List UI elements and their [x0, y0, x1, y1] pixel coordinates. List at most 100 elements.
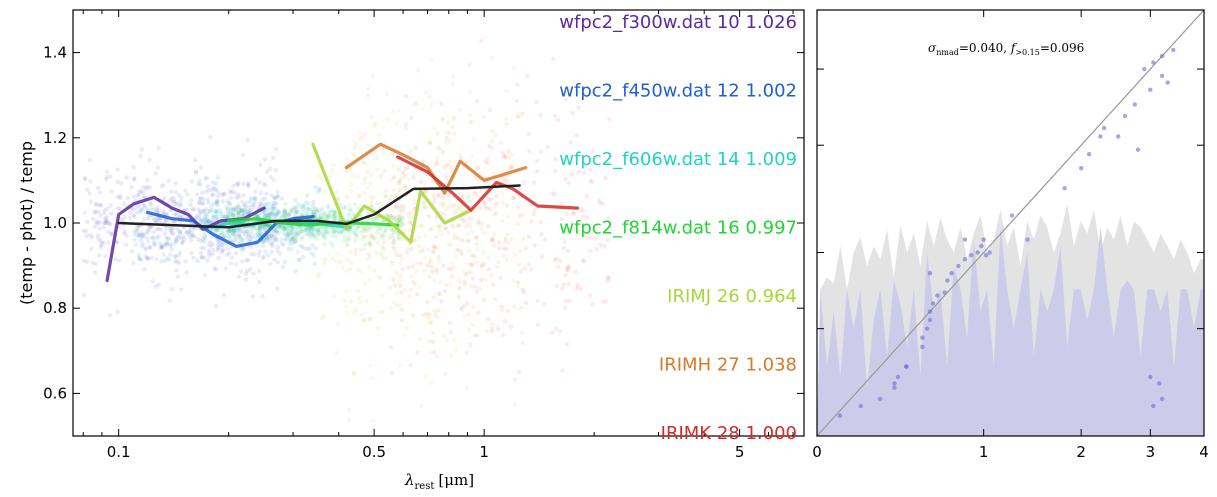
- scatter-dot: [380, 309, 385, 314]
- scatter-dot: [597, 198, 602, 203]
- scatter-dot: [268, 261, 273, 267]
- legend-entry-2: wfpc2_f606w.dat 14 1.009: [559, 149, 797, 170]
- scatter-dot: [221, 213, 226, 218]
- scatter-dot: [457, 295, 462, 301]
- scatter-dot: [453, 347, 458, 353]
- scatter-dot: [360, 236, 366, 242]
- scatter-dot: [486, 156, 491, 161]
- scatter-dot: [520, 330, 525, 335]
- scatter-dot: [264, 224, 270, 229]
- scatter-dot: [220, 247, 226, 252]
- scatter-dot: [183, 230, 189, 235]
- scatter-dot: [402, 185, 408, 190]
- scatter-dot: [408, 363, 413, 368]
- scatter-dot: [397, 180, 402, 185]
- scatter-dot: [229, 255, 234, 260]
- scatter-dot: [416, 286, 421, 291]
- scatter-dot: [587, 235, 593, 240]
- scatter-dot: [145, 256, 150, 261]
- scatter-dot: [532, 243, 537, 248]
- scatter-dot: [153, 219, 158, 225]
- scatter-dot: [201, 207, 206, 212]
- scatter-dot: [225, 230, 230, 235]
- scatter-dot: [308, 232, 313, 237]
- scatter-dot: [381, 219, 386, 224]
- scatter-dot: [380, 235, 385, 240]
- scatter-dot: [327, 251, 332, 257]
- scatter-dot: [365, 185, 370, 191]
- scatter-dot: [131, 207, 136, 212]
- right-point: [892, 381, 897, 386]
- scatter-dot: [220, 248, 225, 253]
- scatter-dot: [256, 252, 261, 258]
- scatter-dot: [230, 206, 236, 211]
- scatter-dot: [149, 235, 155, 241]
- scatter-dot: [265, 238, 271, 244]
- right-point: [895, 374, 901, 380]
- scatter-dot: [429, 264, 434, 269]
- scatter-dot: [325, 205, 330, 210]
- scatter-dot: [470, 276, 476, 281]
- scatter-dot: [176, 253, 181, 258]
- scatter-dot: [365, 93, 371, 98]
- scatter-dot: [226, 228, 232, 234]
- scatter-dot: [576, 150, 581, 156]
- scatter-dot: [246, 181, 251, 186]
- scatter-dot: [271, 200, 276, 206]
- scatter-dot: [190, 207, 195, 212]
- scatter-dot: [302, 204, 307, 209]
- scatter-dot: [268, 241, 273, 246]
- scatter-dot: [203, 213, 208, 218]
- scatter-dot: [141, 216, 147, 222]
- scatter-dot: [215, 202, 220, 208]
- scatter-dot: [275, 286, 280, 291]
- scatter-dot: [283, 224, 289, 229]
- scatter-dot: [233, 208, 239, 213]
- scatter-dot: [290, 234, 295, 239]
- scatter-dot: [455, 247, 460, 253]
- scatter-dot: [554, 256, 559, 261]
- scatter-dot: [456, 248, 462, 253]
- scatter-dot: [159, 227, 164, 232]
- scatter-dot: [275, 211, 280, 216]
- scatter-dot: [191, 207, 196, 212]
- scatter-dot: [328, 226, 334, 231]
- scatter-dot: [192, 157, 198, 163]
- scatter-dot: [457, 192, 462, 197]
- scatter-dot: [278, 224, 283, 229]
- scatter-dot: [173, 201, 178, 206]
- scatter-cloud-4: [315, 57, 478, 423]
- scatter-dot: [236, 210, 242, 215]
- scatter-dot: [376, 132, 381, 138]
- right-point: [962, 237, 968, 242]
- scatter-dot: [192, 234, 197, 239]
- scatter-dot: [137, 232, 142, 238]
- scatter-dot: [365, 169, 370, 175]
- scatter-dot: [216, 255, 221, 260]
- scatter-dot: [356, 206, 361, 211]
- scatter-dot: [245, 257, 250, 263]
- scatter-dot: [290, 229, 295, 234]
- scatter-dot: [260, 197, 265, 202]
- scatter-dot: [139, 243, 145, 249]
- scatter-dot: [135, 210, 140, 215]
- scatter-dot: [434, 234, 439, 239]
- scatter-dot: [449, 274, 454, 280]
- scatter-dot: [393, 203, 398, 209]
- scatter-dot: [293, 236, 299, 241]
- right-point: [1151, 60, 1156, 65]
- scatter-dot: [241, 193, 246, 198]
- scatter-dot: [410, 313, 415, 318]
- scatter-dot: [162, 242, 168, 248]
- scatter-dot: [237, 205, 242, 210]
- scatter-dot: [375, 167, 380, 172]
- scatter-dot: [589, 179, 595, 184]
- scatter-dot: [223, 214, 228, 220]
- scatter-dot: [477, 206, 482, 211]
- x-tick-label: 0.5: [362, 443, 386, 461]
- scatter-dot: [273, 214, 278, 219]
- right-point: [1148, 87, 1153, 92]
- scatter-dot: [196, 207, 201, 212]
- scatter-dot: [353, 251, 358, 256]
- scatter-dot: [407, 294, 412, 299]
